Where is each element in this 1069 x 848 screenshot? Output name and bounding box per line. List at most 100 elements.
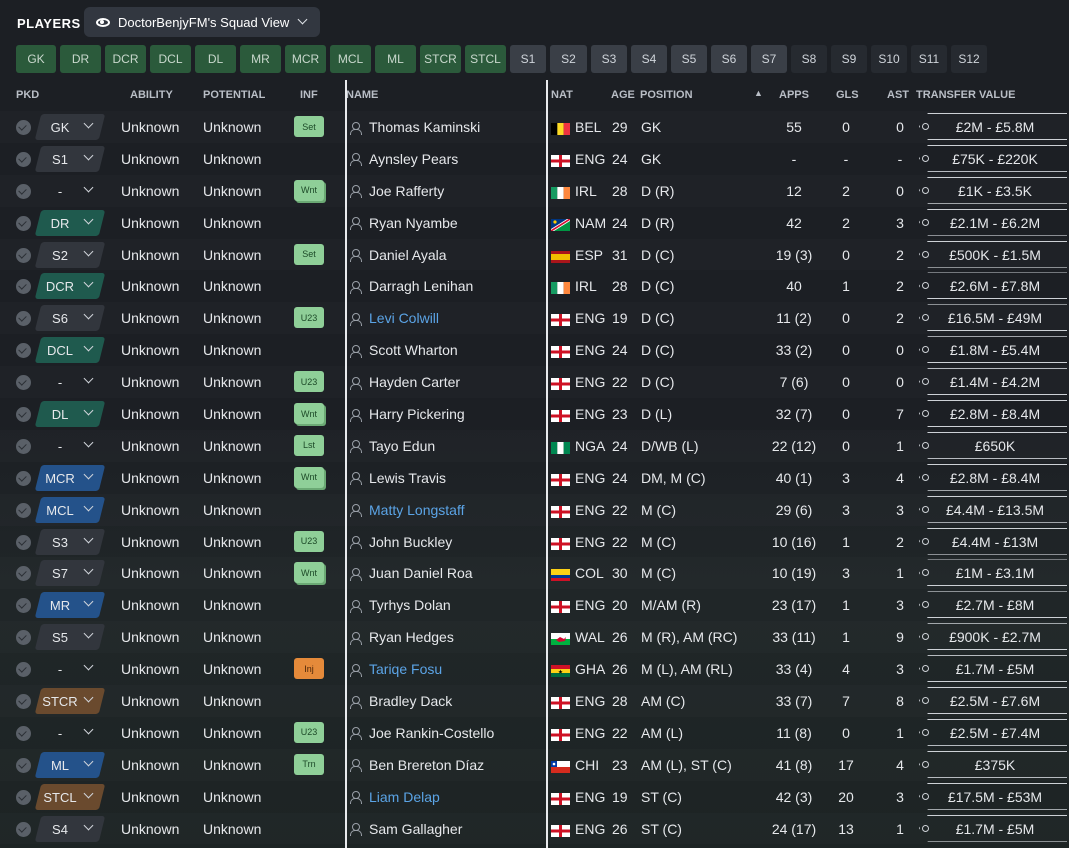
table-row[interactable]: GK Unknown Unknown Set Thomas Kaminski BEL 29 G… <box>0 111 1069 143</box>
col-nat[interactable]: NAT <box>551 89 573 101</box>
filter-s5[interactable]: S5 <box>671 45 707 73</box>
player-name[interactable]: Tyrhys Dolan <box>350 597 451 613</box>
player-name[interactable]: Daniel Ayala <box>350 247 447 263</box>
player-name[interactable]: Joe Rankin-Costello <box>350 725 494 741</box>
picked-check-icon[interactable] <box>16 470 31 486</box>
filter-gk[interactable]: GK <box>16 45 56 73</box>
player-name[interactable]: Liam Delap <box>350 789 440 805</box>
player-name[interactable]: John Buckley <box>350 534 452 550</box>
picked-check-icon[interactable] <box>16 725 31 741</box>
table-row[interactable]: S2 Unknown Unknown Set Daniel Ayala ESP 31 D (C… <box>0 239 1069 271</box>
picked-check-icon[interactable] <box>16 343 31 359</box>
col-name[interactable]: NAME <box>346 89 379 101</box>
filter-stcl[interactable]: STCL <box>465 45 506 73</box>
filter-mcr[interactable]: MCR <box>285 45 326 73</box>
table-row[interactable]: S1 Unknown Unknown Aynsley Pears ENG 24 GK - - - £… <box>0 143 1069 175</box>
player-name[interactable]: Levi Colwill <box>350 310 439 326</box>
filter-s10[interactable]: S10 <box>871 45 907 73</box>
table-row[interactable]: DCL Unknown Unknown Scott Wharton ENG 24 D (C)… <box>0 334 1069 366</box>
player-name[interactable]: Ryan Hedges <box>350 629 454 645</box>
col-ast[interactable]: AST <box>887 89 909 101</box>
picked-check-icon[interactable] <box>16 821 31 837</box>
filter-dcl[interactable]: DCL <box>150 45 191 73</box>
picked-check-icon[interactable] <box>16 438 31 454</box>
picked-check-icon[interactable] <box>16 694 31 710</box>
picked-check-icon[interactable] <box>16 598 31 614</box>
table-row[interactable]: S4 Unknown Unknown Sam Gallagher ENG 26 ST (C)… <box>0 813 1069 845</box>
player-name[interactable]: Sam Gallagher <box>350 821 462 837</box>
table-row[interactable]: MR Unknown Unknown Tyrhys Dolan ENG 20 M/AM (R… <box>0 589 1069 621</box>
picked-check-icon[interactable] <box>16 566 31 582</box>
picked-check-icon[interactable] <box>16 215 31 231</box>
filter-s9[interactable]: S9 <box>831 45 867 73</box>
filter-dl[interactable]: DL <box>195 45 236 73</box>
col-ability[interactable]: ABILITY <box>130 89 173 101</box>
chevron-down-icon[interactable] <box>83 182 94 193</box>
picked-check-icon[interactable] <box>16 630 31 646</box>
col-gls[interactable]: GLS <box>836 89 859 101</box>
filter-s1[interactable]: S1 <box>510 45 546 73</box>
col-pkd[interactable]: PKD <box>16 89 40 101</box>
table-row[interactable]: ML Unknown Unknown Trn Ben Brereton Díaz CHI 2… <box>0 749 1069 781</box>
picked-check-icon[interactable] <box>16 183 31 199</box>
player-name[interactable]: Aynsley Pears <box>350 151 458 167</box>
filter-s3[interactable]: S3 <box>591 45 627 73</box>
table-row[interactable]: - Unknown Unknown U23 Hayden Carter ENG 22 D (C… <box>0 366 1069 398</box>
col-transfer-value[interactable]: TRANSFER VALUE <box>916 89 1016 101</box>
filter-s11[interactable]: S11 <box>911 45 947 73</box>
player-name[interactable]: Darragh Lenihan <box>350 278 473 294</box>
picked-check-icon[interactable] <box>16 407 31 423</box>
filter-s12[interactable]: S12 <box>951 45 987 73</box>
table-row[interactable]: MCL Unknown Unknown Matty Longstaff ENG 22 M (… <box>0 494 1069 526</box>
filter-s8[interactable]: S8 <box>791 45 827 73</box>
picked-check-icon[interactable] <box>16 534 31 550</box>
table-row[interactable]: S3 Unknown Unknown U23 John Buckley ENG 22 M (C… <box>0 526 1069 558</box>
filter-mr[interactable]: MR <box>240 45 281 73</box>
filter-s4[interactable]: S4 <box>631 45 667 73</box>
table-row[interactable]: MCR Unknown Unknown Wnt Lewis Travis ENG 24 DM,… <box>0 462 1069 494</box>
chevron-down-icon[interactable] <box>83 724 94 735</box>
player-name[interactable]: Ryan Nyambe <box>350 215 458 231</box>
col-age[interactable]: AGE <box>611 89 635 101</box>
picked-check-icon[interactable] <box>16 120 31 135</box>
player-name[interactable]: Ben Brereton Díaz <box>350 757 484 773</box>
picked-check-icon[interactable] <box>16 151 31 167</box>
table-row[interactable]: STCR Unknown Unknown Bradley Dack ENG 28 AM (C… <box>0 685 1069 717</box>
picked-check-icon[interactable] <box>16 502 31 518</box>
filter-s6[interactable]: S6 <box>711 45 747 73</box>
col-potential[interactable]: POTENTIAL <box>203 89 266 101</box>
player-name[interactable]: Hayden Carter <box>350 374 460 390</box>
filter-s2[interactable]: S2 <box>550 45 587 73</box>
filter-dcr[interactable]: DCR <box>105 45 146 73</box>
filter-mcl[interactable]: MCL <box>330 45 371 73</box>
player-name[interactable]: Lewis Travis <box>350 470 446 486</box>
picked-check-icon[interactable] <box>16 247 31 263</box>
picked-check-icon[interactable] <box>16 279 31 295</box>
table-row[interactable]: S6 Unknown Unknown U23 Levi Colwill ENG 19 D (C… <box>0 302 1069 334</box>
picked-check-icon[interactable] <box>16 757 31 773</box>
col-apps[interactable]: APPS <box>779 89 809 101</box>
col-position[interactable]: POSITION <box>640 89 693 101</box>
player-name[interactable]: Matty Longstaff <box>350 502 464 518</box>
chevron-down-icon[interactable] <box>83 437 94 448</box>
view-selector[interactable]: DoctorBenjyFM's Squad View <box>84 7 320 37</box>
chevron-down-icon[interactable] <box>83 660 94 671</box>
player-name[interactable]: Scott Wharton <box>350 342 458 358</box>
player-name[interactable]: Tariqe Fosu <box>350 661 442 677</box>
picked-check-icon[interactable] <box>16 311 31 327</box>
table-row[interactable]: STCL Unknown Unknown Liam Delap ENG 19 ST (C) 4… <box>0 781 1069 813</box>
table-row[interactable]: S5 Unknown Unknown Ryan Hedges WAL 26 M (R), A… <box>0 621 1069 653</box>
table-row[interactable]: DCR Unknown Unknown Darragh Lenihan IRL 28 D (… <box>0 270 1069 302</box>
table-row[interactable]: - Unknown Unknown Inj Tariqe Fosu GHA 26 M (L),… <box>0 653 1069 685</box>
player-name[interactable]: Thomas Kaminski <box>350 119 480 135</box>
col-inf[interactable]: INF <box>300 89 318 101</box>
table-row[interactable]: - Unknown Unknown U23 Joe Rankin-Costello ENG… <box>0 717 1069 749</box>
table-row[interactable]: S7 Unknown Unknown Wnt Juan Daniel Roa COL 30 M… <box>0 557 1069 589</box>
picked-check-icon[interactable] <box>16 662 31 678</box>
table-row[interactable]: DR Unknown Unknown Ryan Nyambe NAM 24 D (R) 42 2… <box>0 207 1069 239</box>
player-name[interactable]: Harry Pickering <box>350 406 465 422</box>
picked-check-icon[interactable] <box>16 789 31 805</box>
player-name[interactable]: Joe Rafferty <box>350 183 444 199</box>
filter-s7[interactable]: S7 <box>751 45 787 73</box>
chevron-down-icon[interactable] <box>83 373 94 384</box>
